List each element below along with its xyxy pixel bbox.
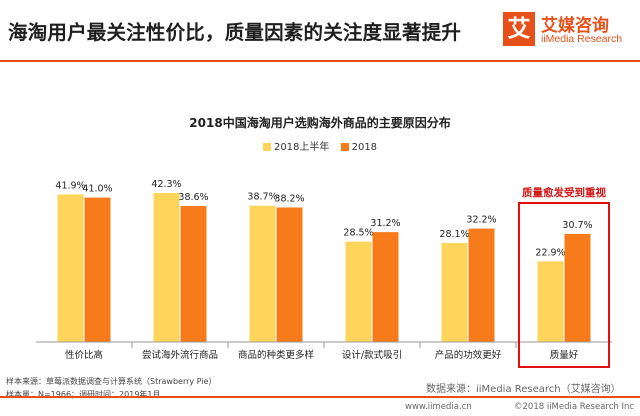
callout-highlight-box — [518, 202, 610, 368]
category-label-4: 产品的功效更好 — [435, 349, 502, 361]
bar-first-half-5 — [537, 261, 564, 342]
logo-name-en: iiMedia Research — [541, 33, 623, 45]
header: 海淘用户最关注性价比，质量因素的关注度显著提升 艾 艾媒咨询 iiMedia R… — [0, 0, 640, 60]
bar-2018-4 — [468, 228, 495, 342]
legend-item-first-half: 2018上半年 — [262, 138, 330, 153]
data-label-2018-4: 32.2% — [466, 215, 496, 226]
bar-2018-0 — [84, 197, 111, 342]
data-label-first-half-5: 22.9% — [535, 247, 565, 258]
bar-first-half-3 — [345, 241, 372, 342]
legend-swatch-2018 — [340, 143, 349, 151]
data-label-first-half-4: 28.1% — [439, 229, 469, 240]
data-label-first-half-3: 28.5% — [343, 228, 373, 239]
website-link[interactable]: www.iimedia.cn — [405, 402, 472, 412]
bar-first-half-2 — [249, 205, 276, 342]
data-label-2018-5: 30.7% — [562, 220, 592, 231]
category-label-3: 设计/款式吸引 — [342, 349, 402, 361]
category-label-2: 商品的种类更多样 — [238, 349, 314, 361]
bar-2018-1 — [180, 206, 207, 342]
page-headline: 海淘用户最关注性价比，质量因素的关注度显著提升 — [8, 21, 462, 44]
data-label-2018-0: 41.0% — [82, 184, 112, 195]
data-label-first-half-2: 38.7% — [247, 192, 277, 203]
sample-source-note: 样本来源：草莓派数据调查与计算系统（Strawberry Pie） — [6, 377, 217, 386]
footer-divider — [0, 396, 640, 398]
legend-label-first-half: 2018上半年 — [273, 142, 330, 153]
data-label-2018-1: 38.6% — [178, 192, 208, 203]
data-label-first-half-0: 41.9% — [55, 180, 85, 191]
bar-first-half-4 — [441, 243, 468, 342]
legend-item-2018: 2018 — [340, 142, 378, 153]
data-source: 数据来源：iiMedia Research（艾媒咨询） — [426, 384, 621, 395]
category-label-0: 性价比高 — [65, 349, 103, 361]
category-label-5: 质量好 — [550, 349, 579, 361]
header-divider — [0, 60, 640, 62]
bar-2018-2 — [276, 207, 303, 342]
bar-first-half-1 — [153, 193, 180, 342]
logo-name-cn: 艾媒咨询 — [541, 16, 609, 36]
logo-mark: 艾 — [503, 12, 535, 46]
copyright-text: ©2018 iiMedia Research Inc — [514, 402, 635, 412]
chart-title: 2018中国海淘用户选购海外商品的主要原因分布 — [189, 116, 451, 130]
callout-label: 质量愈发受到重视 — [522, 187, 606, 199]
legend-label-2018: 2018 — [351, 142, 378, 153]
sample-size-note: 样本量：N=1966；调研时间：2019年1月 — [6, 390, 161, 399]
chart-legend: 2018上半年 2018 — [0, 138, 640, 153]
brand-logo: 艾 艾媒咨询 iiMedia Research — [503, 12, 633, 52]
bar-first-half-0 — [57, 194, 84, 342]
category-label-1: 尝试海外流行商品 — [142, 349, 218, 361]
bar-2018-5 — [564, 233, 591, 342]
legend-swatch-first-half — [262, 143, 271, 151]
bar-2018-3 — [372, 232, 399, 342]
data-label-2018-2: 38.2% — [274, 193, 304, 204]
data-label-2018-3: 31.2% — [370, 218, 400, 229]
data-label-first-half-1: 42.3% — [151, 179, 181, 190]
